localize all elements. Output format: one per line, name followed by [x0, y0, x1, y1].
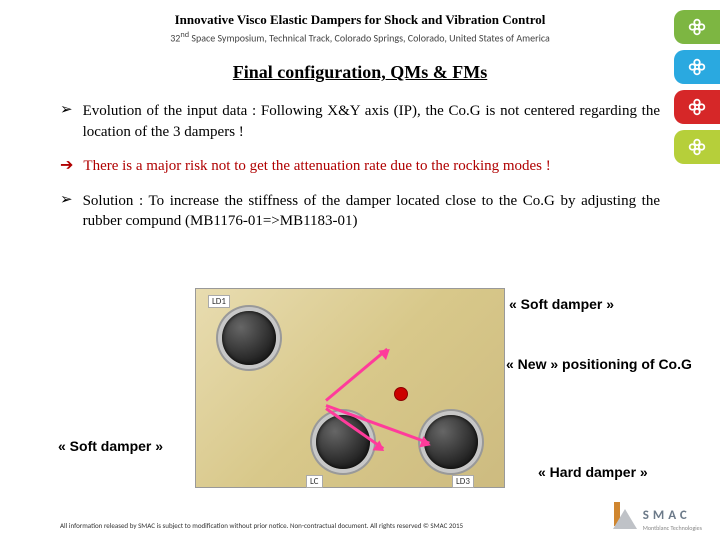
damper-lc — [316, 415, 370, 469]
logo-text-block: SMAC Montblanc Technologies — [643, 505, 702, 532]
annotation-hard: « Hard damper » — [538, 464, 648, 480]
quatrefoil-icon — [686, 136, 708, 158]
side-tab[interactable] — [674, 90, 720, 124]
footer-disclaimer: All information released by SMAC is subj… — [60, 521, 463, 530]
logo-subtext: Montblanc Technologies — [643, 524, 702, 532]
bullet-1: ➢ Evolution of the input data : Followin… — [60, 101, 660, 142]
damper-ld3 — [424, 415, 478, 469]
label-ld1: LD1 — [208, 295, 230, 308]
header-subtitle: 32nd Space Symposium, Technical Track, C… — [0, 30, 720, 44]
annotation-new-cog: « New » positioning of Co.G — [506, 356, 692, 372]
bullet-3-text: Solution : To increase the stiffness of … — [83, 191, 660, 232]
side-tab[interactable] — [674, 130, 720, 164]
quatrefoil-icon — [686, 16, 708, 38]
side-tab[interactable] — [674, 10, 720, 44]
label-lc: LC — [306, 475, 323, 488]
ordinal-num: 32 — [170, 31, 180, 44]
pointer-arrow-icon — [325, 348, 388, 402]
header: Innovative Visco Elastic Dampers for Sho… — [0, 0, 720, 44]
quatrefoil-icon — [686, 56, 708, 78]
chevron-icon: ➢ — [60, 101, 73, 121]
section-title: Final configuration, QMs & FMs — [0, 62, 720, 83]
ordinal-suffix: nd — [180, 30, 189, 40]
slide-page: { "header": { "title": "Innovative Visco… — [0, 0, 720, 540]
damper-ld1 — [222, 311, 276, 365]
bullet-2: ➔ There is a major risk not to get the a… — [60, 156, 660, 177]
bullet-1-text: Evolution of the input data : Following … — [83, 101, 660, 142]
annotation-soft-right: « Soft damper » — [509, 296, 614, 312]
test-bed: LD1 LC LD3 — [195, 288, 505, 488]
arrow-right-icon: ➔ — [60, 156, 73, 177]
side-tabs — [674, 10, 720, 164]
header-title: Innovative Visco Elastic Dampers for Sho… — [0, 12, 720, 28]
logo: SMAC Montblanc Technologies — [613, 505, 702, 532]
side-tab[interactable] — [674, 50, 720, 84]
label-ld3: LD3 — [452, 475, 474, 488]
cog-marker-icon — [394, 387, 408, 401]
content-area: ➢ Evolution of the input data : Followin… — [0, 83, 720, 231]
chevron-icon: ➢ — [60, 191, 73, 211]
subtitle-rest: Space Symposium, Technical Track, Colora… — [189, 31, 550, 44]
annotation-soft-left: « Soft damper » — [58, 438, 163, 454]
bullet-3: ➢ Solution : To increase the stiffness o… — [60, 191, 660, 232]
bullet-2-text: There is a major risk not to get the att… — [83, 156, 550, 176]
logo-text: SMAC — [643, 508, 691, 523]
quatrefoil-icon — [686, 96, 708, 118]
triangle-icon — [613, 509, 637, 529]
diagram: LD1 LC LD3 — [195, 288, 505, 488]
